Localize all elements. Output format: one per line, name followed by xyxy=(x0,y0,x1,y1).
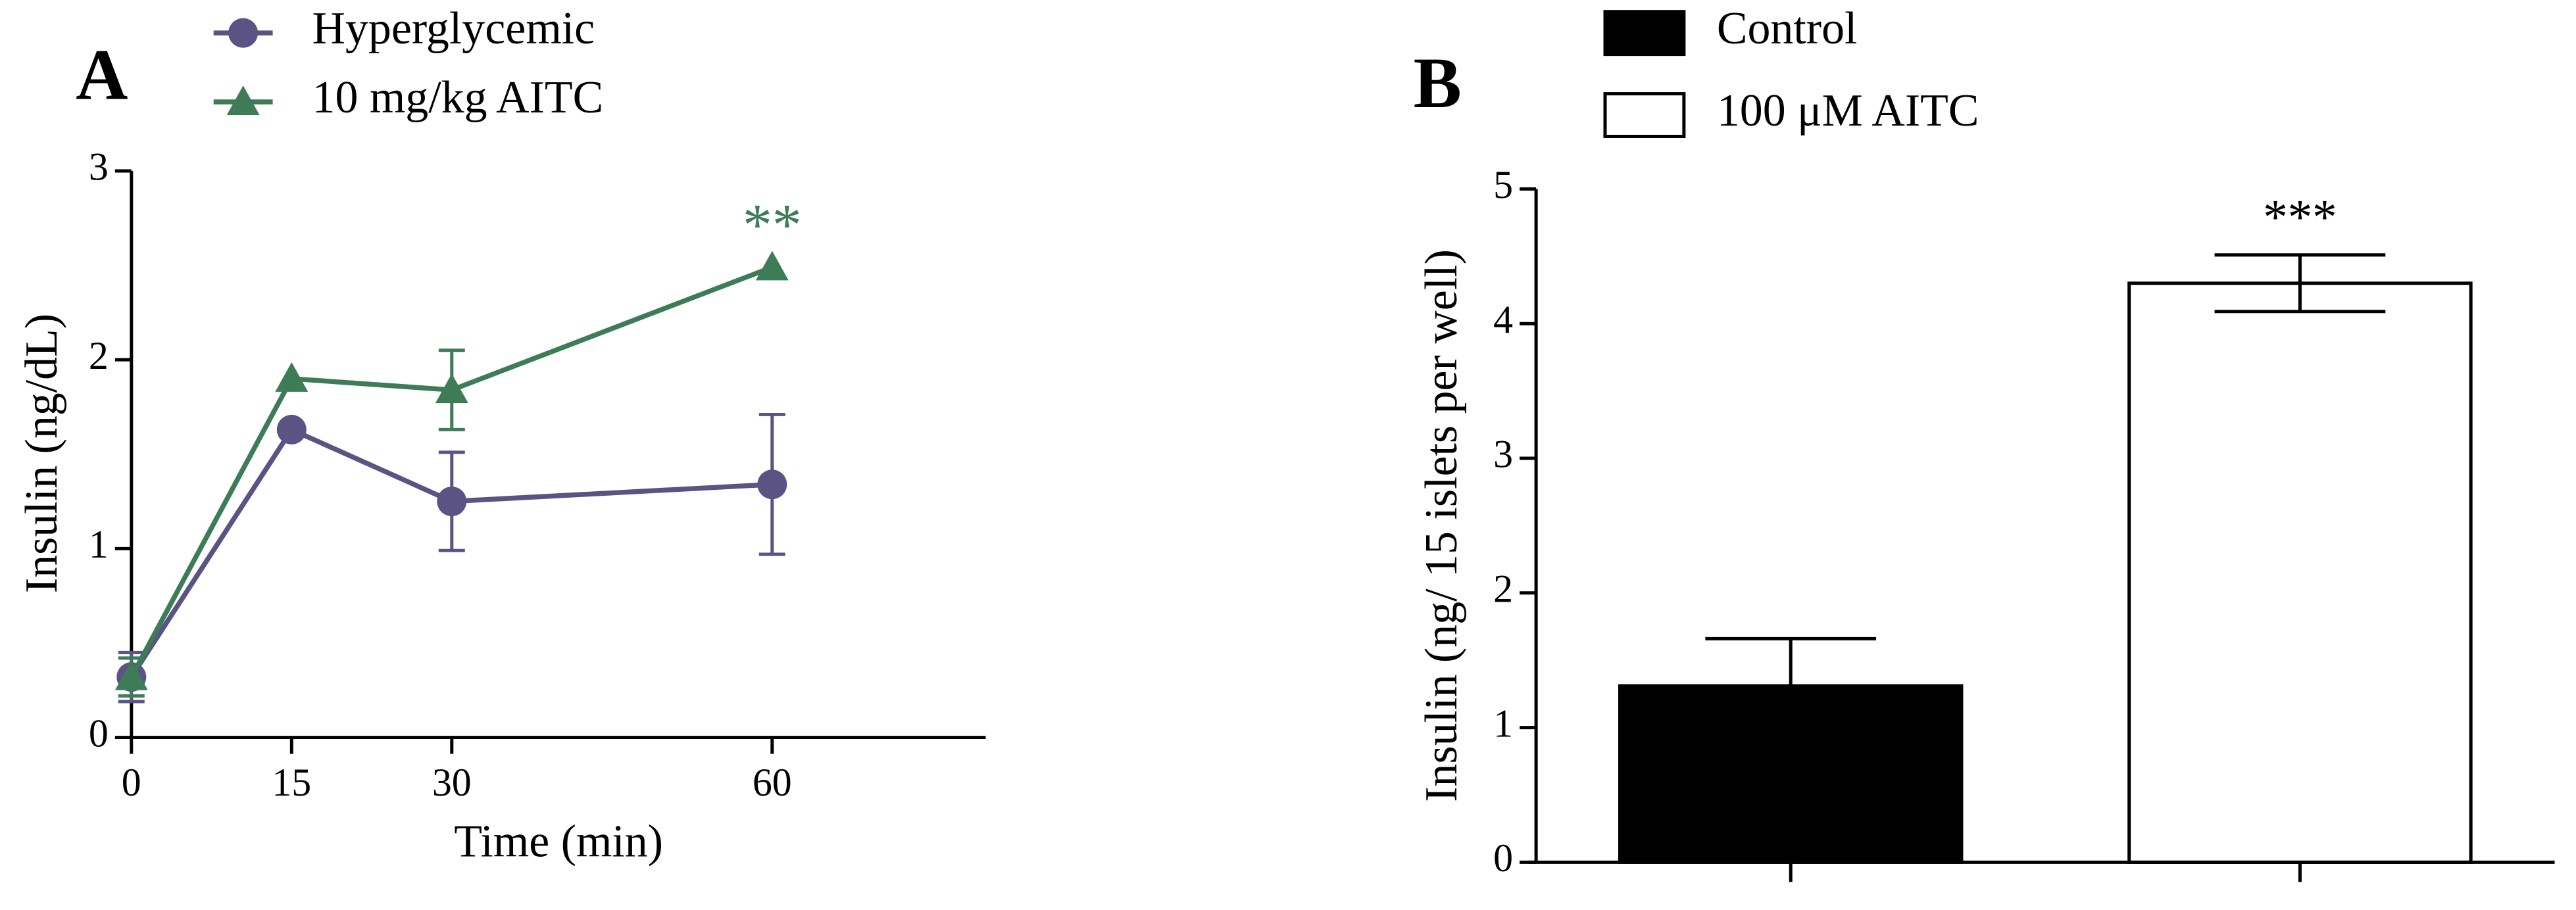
marker xyxy=(114,660,148,690)
legend-swatch xyxy=(1603,92,1686,138)
y-tick-label: 0 xyxy=(89,711,109,755)
marker xyxy=(757,469,787,500)
y-axis-label: Insulin (ng/dL) xyxy=(16,314,67,593)
y-tick-label: 3 xyxy=(89,145,109,189)
y-tick-label: 2 xyxy=(1493,567,1513,611)
annotation: ** xyxy=(743,193,802,258)
legend-label: Control xyxy=(1717,3,1858,54)
panel-label: B xyxy=(1414,43,1462,123)
y-tick-label: 5 xyxy=(1493,163,1513,206)
y-tick-label: 1 xyxy=(1493,702,1513,745)
marker xyxy=(437,487,467,517)
x-axis-label: Time (min) xyxy=(454,816,663,867)
marker xyxy=(275,362,309,392)
series-line xyxy=(129,264,774,679)
marker xyxy=(435,373,468,404)
x-tick-label: 0 xyxy=(122,761,141,804)
marker xyxy=(755,251,789,281)
y-tick-label: 4 xyxy=(1493,298,1513,341)
marker xyxy=(228,18,259,48)
y-axis-label: Insulin (ng/ 15 islets per well) xyxy=(1416,249,1467,802)
x-tick-label: 30 xyxy=(432,761,472,804)
x-tick-label: 15 xyxy=(272,761,311,804)
series-line xyxy=(129,426,772,679)
y-tick-label: 3 xyxy=(1493,433,1513,476)
marker xyxy=(276,414,307,444)
y-tick-label: 0 xyxy=(1493,836,1513,880)
x-tick-label: 60 xyxy=(753,761,792,804)
legend-label: Hyperglycemic xyxy=(312,3,595,54)
panel-label: A xyxy=(76,34,128,114)
annotation: *** xyxy=(2263,190,2337,245)
legend-label: 100 μM AITC xyxy=(1717,85,1979,136)
legend-label: 10 mg/kg AITC xyxy=(312,72,604,123)
legend-swatch xyxy=(1603,10,1686,57)
y-tick-label: 1 xyxy=(89,523,109,566)
y-tick-label: 2 xyxy=(89,334,109,377)
bar xyxy=(2127,281,2473,864)
marker xyxy=(226,85,260,116)
